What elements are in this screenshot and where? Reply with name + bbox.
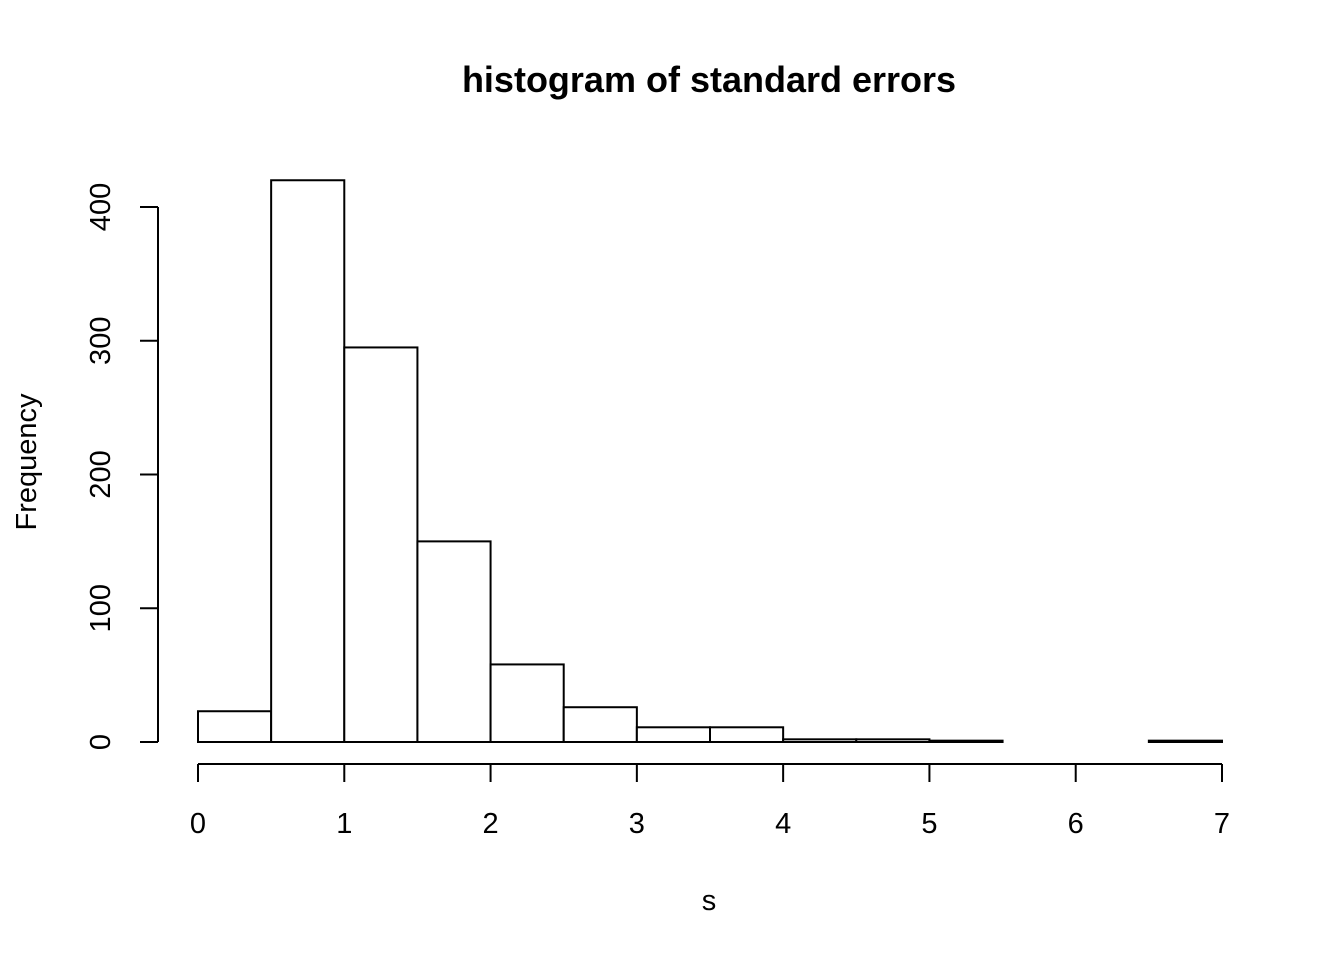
y-axis-label: Frequency — [11, 393, 43, 531]
x-tick-label: 0 — [190, 808, 206, 840]
bars-group — [197, 179, 1224, 744]
histogram-bar — [562, 706, 638, 743]
x-tick-label: 4 — [775, 808, 791, 840]
y-tick-label: 400 — [85, 183, 117, 231]
y-tick-label: 0 — [85, 734, 117, 750]
histogram-bar — [416, 540, 492, 743]
x-tick-label: 2 — [483, 808, 499, 840]
y-axis: 0 100 200 300 400 — [85, 183, 159, 750]
x-tick-label: 5 — [921, 808, 937, 840]
y-tick-label: 200 — [85, 450, 117, 498]
histogram-bar — [489, 663, 565, 743]
histogram-bar — [343, 346, 419, 743]
histogram-bar — [1147, 739, 1224, 743]
y-tick-label: 300 — [85, 317, 117, 365]
histogram-bar — [782, 738, 858, 744]
histogram-bar — [709, 726, 785, 743]
x-tick-label: 6 — [1068, 808, 1084, 840]
histogram-bar — [197, 710, 273, 743]
y-tick-label: 100 — [85, 584, 117, 632]
x-tick-label: 1 — [336, 808, 352, 840]
x-tick-label: 3 — [629, 808, 645, 840]
histogram-bar — [928, 739, 1004, 743]
histogram-bar — [270, 179, 346, 743]
x-axis-label: s — [702, 885, 717, 917]
x-axis: 0 1 2 3 4 5 6 7 — [190, 763, 1230, 840]
x-tick-label: 7 — [1214, 808, 1230, 840]
histogram-bar — [855, 738, 931, 744]
histogram-bar — [635, 726, 711, 743]
chart-title: histogram of standard errors — [462, 59, 956, 100]
